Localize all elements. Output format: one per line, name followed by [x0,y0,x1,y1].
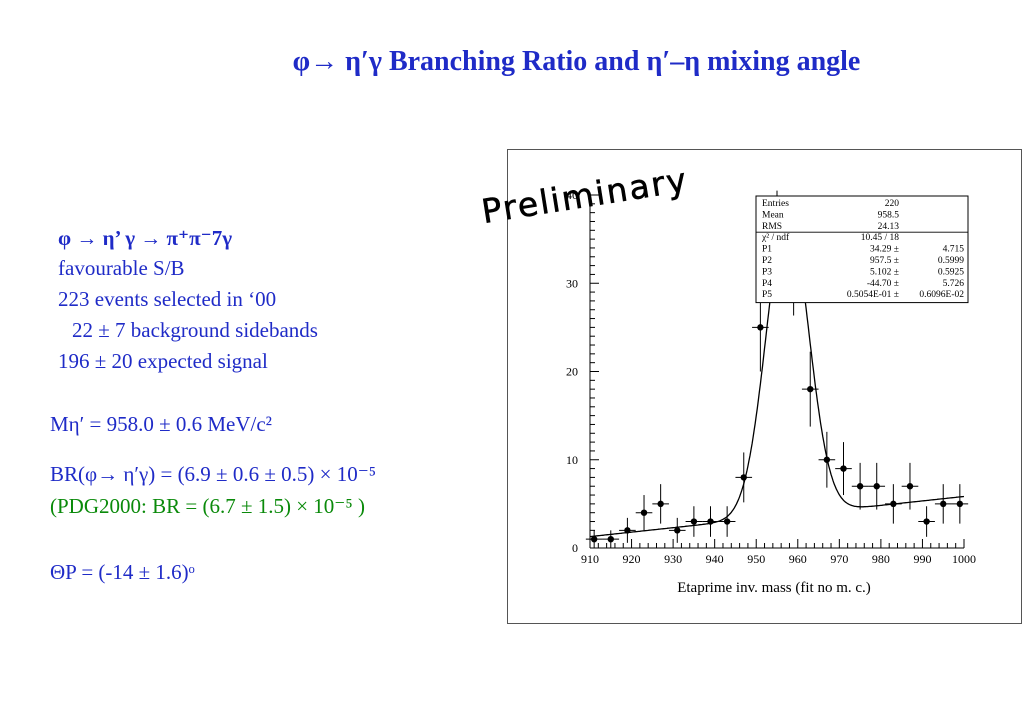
signal-text: 196 ± 20 expected signal [58,349,268,373]
x-tick-label: 1000 [952,552,976,566]
point-marker [890,500,897,508]
x-tick-label: 940 [706,552,724,566]
data-point [885,484,902,524]
point-marker [590,535,598,543]
point-marker [840,465,847,472]
stats-value: -44.70 ± [867,279,899,289]
data-point [934,484,952,524]
events-text: 223 events selected in ‘00 [58,287,277,311]
x-axis-label: Etaprime inv. mass (fit no m. c.) [677,580,871,596]
stats-error: 0.6096E-02 [919,290,964,300]
stats-label: P1 [762,245,772,255]
data-point [818,431,836,488]
point-marker [707,518,714,525]
x-tick-label: 980 [872,552,890,566]
data-point [652,484,669,524]
stats-value: 958.5 [878,210,900,220]
data-point [718,506,736,537]
histogram-plot: 910 920 930 940 950 960 970 980 990 1000 0 10 20 30 40… [566,188,976,596]
stats-error: 4.715 [943,245,965,255]
data-point [702,506,719,537]
point-marker [757,324,764,331]
data-point [851,462,869,510]
point-marker [923,518,930,525]
stats-value: 0.5054E-01 ± [847,290,899,300]
point-marker [740,474,747,481]
data-point [835,442,852,496]
stats-label: RMS [762,222,782,232]
data-point [585,530,603,548]
x-tick-label: 930 [664,552,682,566]
y-tick-label: 0 [572,541,578,555]
stats-value: 220 [885,199,900,209]
slide-title: φ→ η′γ Branching Ratio and η′–η mixing a… [292,46,861,77]
point-marker [807,385,814,393]
y-tick-label: 30 [566,276,578,290]
x-tick-label: 960 [789,552,807,566]
point-marker [640,509,648,516]
x-tick-label: 990 [913,552,931,566]
y-tick-label: 20 [566,365,578,379]
point-marker [873,483,880,490]
data-point [801,351,819,427]
data-point [635,495,653,531]
data-point [619,517,636,543]
stats-value: 10.45 / 18 [861,233,900,243]
stats-error: 0.5999 [938,256,964,266]
data-point [901,462,919,510]
pdg-text: (PDG2000: BR = (6.7 ± 1.5) × 10⁻⁵ ) [50,494,365,518]
decay-chain-text: φ → η’ γ → π⁺π⁻7γ [58,226,233,250]
stats-value: 5.102 ± [870,267,899,277]
data-point [602,530,620,548]
point-marker [723,518,731,525]
y-tick-label: 10 [566,453,578,467]
background-text: 22 ± 7 background sidebands [72,318,318,342]
point-marker [956,500,964,508]
data-point [668,517,686,543]
x-tick-label: 950 [747,552,765,566]
y-tick-label: 40 [566,188,578,202]
data-point [868,462,886,510]
stats-error: 5.726 [943,279,965,289]
data-point [735,452,753,503]
sb-text: favourable S/B [58,256,185,280]
theta-text: ΘP = (-14 ± 1.6)ᵒ [50,560,195,584]
stats-label: P2 [762,256,772,266]
point-marker [823,456,831,463]
point-marker [624,527,631,534]
data-point [685,506,703,537]
point-marker [690,518,698,525]
stats-label: Mean [762,210,784,220]
stats-label: P4 [762,279,772,289]
x-tick-label: 970 [830,552,848,566]
stats-value: 957.5 ± [870,256,899,266]
point-marker [657,500,664,508]
point-marker [856,483,864,490]
x-tick-label: 910 [581,552,599,566]
mass-text: Mη′ = 958.0 ± 0.6 MeV/c² [50,412,272,436]
stats-error: 0.5925 [938,267,964,277]
x-tick-label: 920 [623,552,641,566]
stats-label: P5 [762,290,772,300]
point-marker [674,527,681,534]
stats-box [755,195,969,304]
data-point [951,484,969,524]
point-marker [607,535,614,543]
point-marker [906,483,914,490]
br-text: BR(φ→ η′γ) = (6.9 ± 0.6 ± 0.5) × 10⁻⁵ [50,462,377,486]
stats-label: Entries [762,199,789,209]
stats-value: 24.13 [878,222,900,232]
stats-label: χ² / ndf [761,232,790,243]
data-point [918,506,935,537]
stats-value: 34.29 ± [870,245,899,255]
stats-label: P3 [762,267,772,277]
histogram-panel: 910 920 930 940 950 960 970 980 990 1000 0 10 20 30 40… [507,149,1022,624]
point-marker [940,500,947,508]
